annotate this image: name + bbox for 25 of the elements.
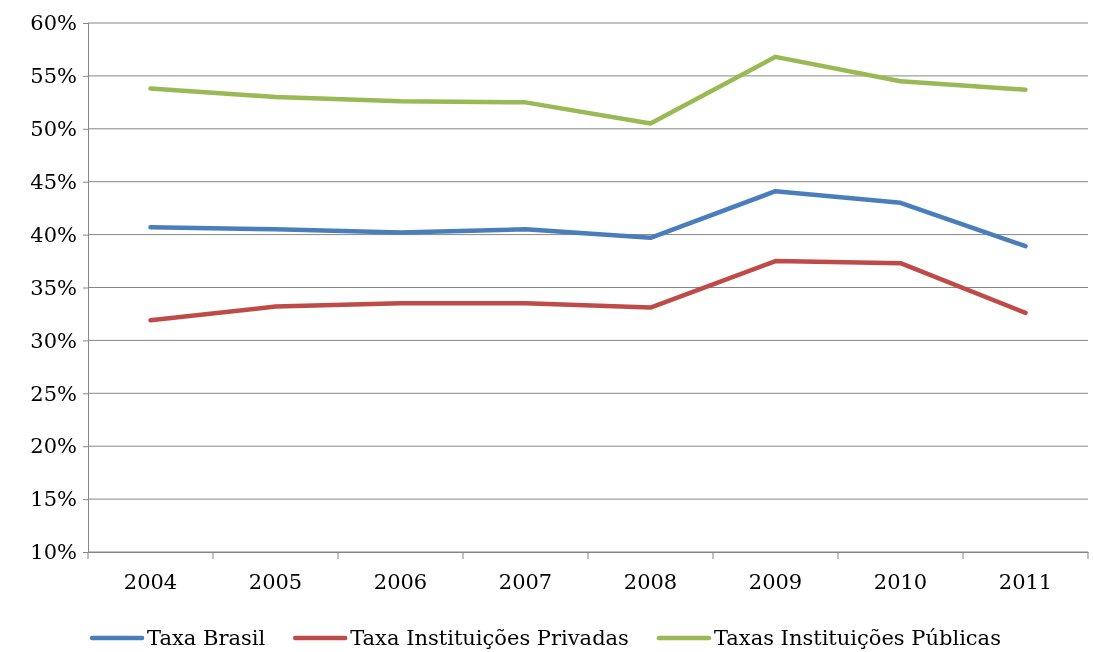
- y-tick-label: 45%: [30, 169, 77, 194]
- x-tick-label: 2009: [748, 569, 803, 594]
- x-tick-label: 2004: [123, 569, 178, 594]
- x-tick-label: 2007: [498, 569, 553, 594]
- line-series: [148, 54, 1028, 126]
- y-tick-label: 10%: [30, 540, 77, 565]
- x-tick-label: 2005: [248, 569, 303, 594]
- legend-label: Taxa Instituições Privadas: [350, 626, 629, 650]
- line-series: [148, 258, 1028, 323]
- line-series: [148, 188, 1028, 249]
- y-tick-label: 60%: [30, 11, 77, 36]
- x-tick-label: 2010: [873, 569, 928, 594]
- y-tick-label: 55%: [30, 64, 77, 89]
- y-tick-label: 20%: [30, 434, 77, 459]
- y-tick-label: 50%: [30, 117, 77, 142]
- x-tick-label: 2008: [623, 569, 678, 594]
- legend-label: Taxas Instituições Públicas: [713, 626, 1001, 650]
- y-tick-label: 40%: [30, 222, 77, 247]
- x-tick-label: 2011: [998, 569, 1053, 594]
- y-tick-label: 15%: [30, 487, 77, 512]
- x-tick-label: 2006: [373, 569, 428, 594]
- y-tick-label: 25%: [30, 381, 77, 406]
- y-tick-label: 30%: [30, 328, 77, 353]
- y-tick-label: 35%: [30, 275, 77, 300]
- legend-label: Taxa Brasil: [147, 626, 266, 650]
